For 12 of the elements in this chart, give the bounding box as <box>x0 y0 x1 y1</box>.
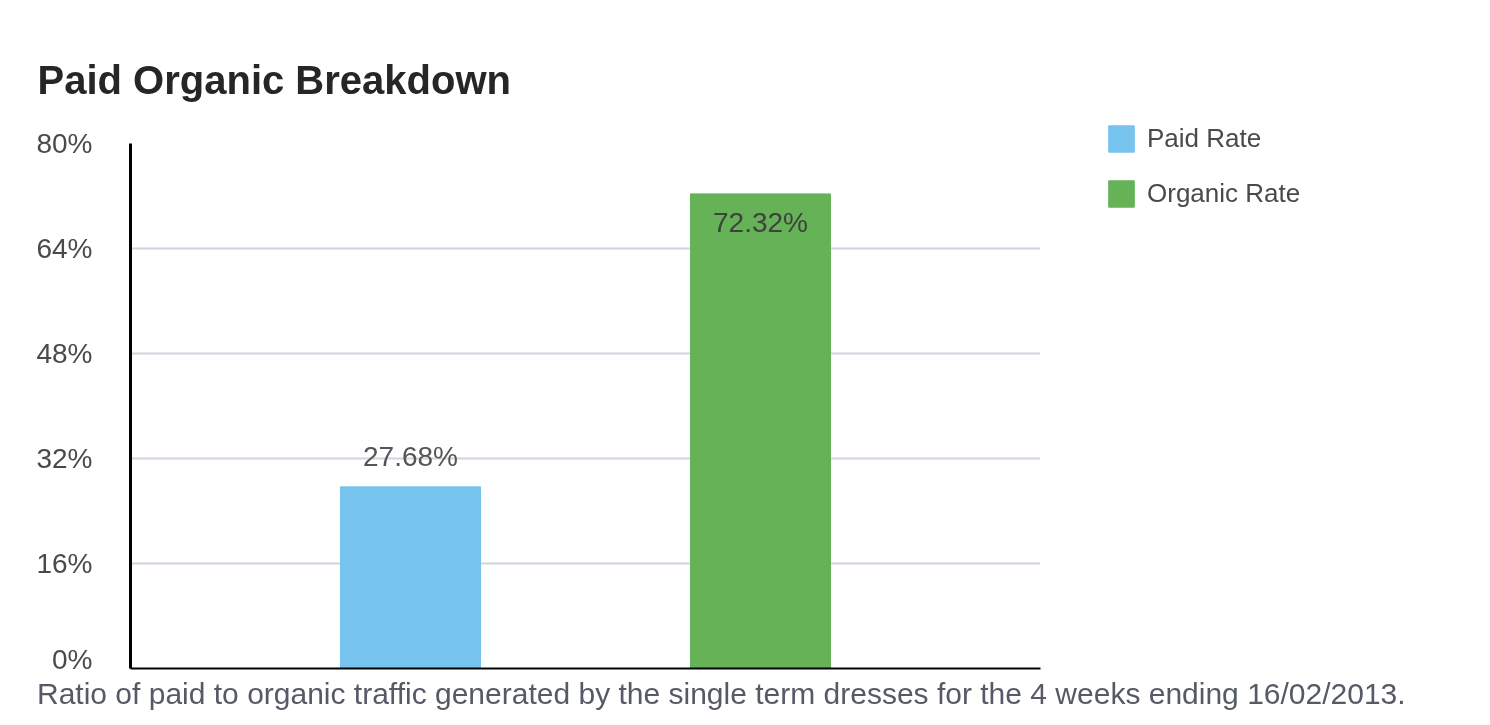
legend-label: Organic Rate <box>1147 177 1301 210</box>
data-label: 72.32% <box>713 207 808 239</box>
y-tick-label: 48% <box>36 338 93 369</box>
text: Ratio of paid to organic traffic generated by the single term dresses for the 4 weeks ending 16/02/2013. <box>37 676 1406 712</box>
y-tick-label: 0% <box>52 643 93 675</box>
y-tick-label: 32% <box>36 443 93 474</box>
y-tick-label: 80% <box>36 128 93 159</box>
data-label: 27.68% <box>363 441 458 473</box>
y-tick-label: 64% <box>36 233 93 264</box>
chart-title: Paid Organic Breakdown <box>37 57 511 102</box>
y-tick-label: 16% <box>36 548 93 579</box>
legend-label: Paid Rate <box>1147 122 1262 155</box>
